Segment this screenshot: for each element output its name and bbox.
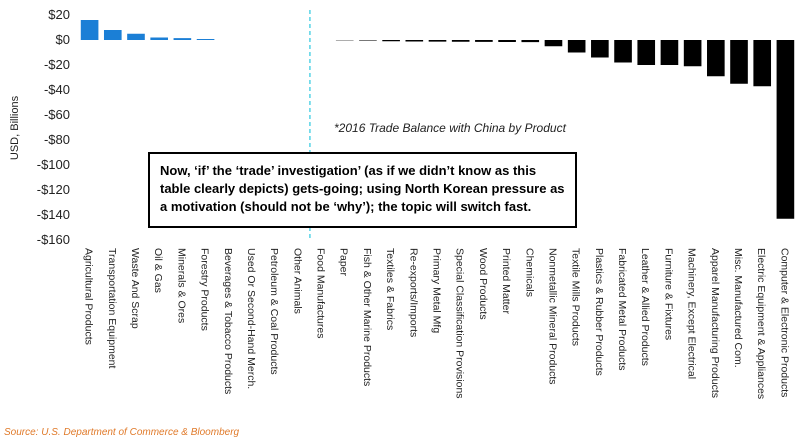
x-tick-label: Beverages & Tobacco Products [222,248,234,394]
x-tick-label: Paper [338,248,350,277]
bar [103,30,122,40]
y-tick-label: $20 [48,7,70,22]
x-tick-label: Petroleum & Coal Products [268,248,280,375]
bar [776,40,795,219]
bar [591,40,609,58]
y-tick-label: -$60 [44,107,70,122]
y-tick-label: $0 [56,32,70,47]
bar [80,20,99,40]
x-tick-label: Fish & Other Marine Products [361,248,373,386]
y-tick-label: -$40 [44,82,70,97]
x-tick-label: Agricultural Products [83,248,95,345]
bar [150,37,168,40]
x-tick-label: Machinery, Except Electrical [686,248,698,379]
bar [730,40,748,84]
x-tick-label: Used Or Second-Hand Merch. [245,248,257,389]
x-tick-label: Primary Metal Mfg [431,248,443,333]
x-tick-label: Apparel Manufacturing Products [709,248,721,398]
source: Source: U.S. Department of Commerce & Bl… [4,427,240,438]
bar [544,40,563,47]
x-tick-label: Other Animals [291,248,303,314]
bar [567,40,586,53]
x-tick-label: Misc. Manufactured Com. [732,248,744,368]
y-tick-label: -$100 [37,157,70,172]
y-tick-label: -$80 [44,132,70,147]
bar [475,40,493,42]
y-tick-label: -$20 [44,57,70,72]
bar [173,38,192,40]
y-tick-label: -$140 [37,207,70,222]
x-tick-label: Chemicals [523,248,535,297]
x-tick-label: Printed Matter [500,248,512,314]
x-tick-label: Re-exports/Imports [407,248,419,337]
bar [428,40,447,42]
x-tick-label: Waste And Scrap [129,248,141,329]
x-tick-label: Special Classification Provisions [454,248,466,399]
bar [637,40,656,65]
x-tick-label: Plastics & Rubber Products [593,248,605,376]
bar [498,40,516,42]
bar [382,40,400,42]
note: *2016 Trade Balance with China by Produc… [334,121,566,135]
bar [127,33,145,40]
x-tick-label: Forestry Products [199,248,211,331]
bar [614,40,632,63]
bar [451,40,470,42]
y-tick-label: -$160 [37,232,70,247]
bar [521,40,540,43]
bar [753,40,772,87]
x-tick-label: Minerals & Ores [175,248,187,323]
x-tick-label: Textile Mills Products [570,248,582,346]
bar [196,39,215,40]
x-tick-label: Furniture & Fixtures [662,248,674,340]
x-tick-label: Transportation Equipment [106,248,118,369]
x-tick-label: Fabricated Metal Products [616,248,628,371]
x-tick-label: Electric Equipment & Appliances [755,248,767,399]
x-tick-label: Computer & Electronic Products [778,248,790,397]
x-tick-label: Textiles & Fabrics [384,248,396,330]
bar [359,40,377,41]
bar [405,40,424,42]
x-tick-label: Nonmetallic Mineral Products [546,248,558,385]
x-tick-label: Oil & Gas [152,248,164,293]
x-tick-label: Leather & Allied Products [639,248,651,366]
annotation: Now, ‘if’ the ‘trade’ investigation’ (as… [148,152,577,228]
bar [683,40,702,67]
x-tick-label: Wood Products [477,248,489,320]
bar [660,40,679,65]
y-axis-label: USD, Billions [9,95,21,160]
bar [335,40,354,41]
bar [707,40,725,77]
x-tick-label: Food Manufactures [315,248,327,338]
y-tick-label: -$120 [37,182,70,197]
